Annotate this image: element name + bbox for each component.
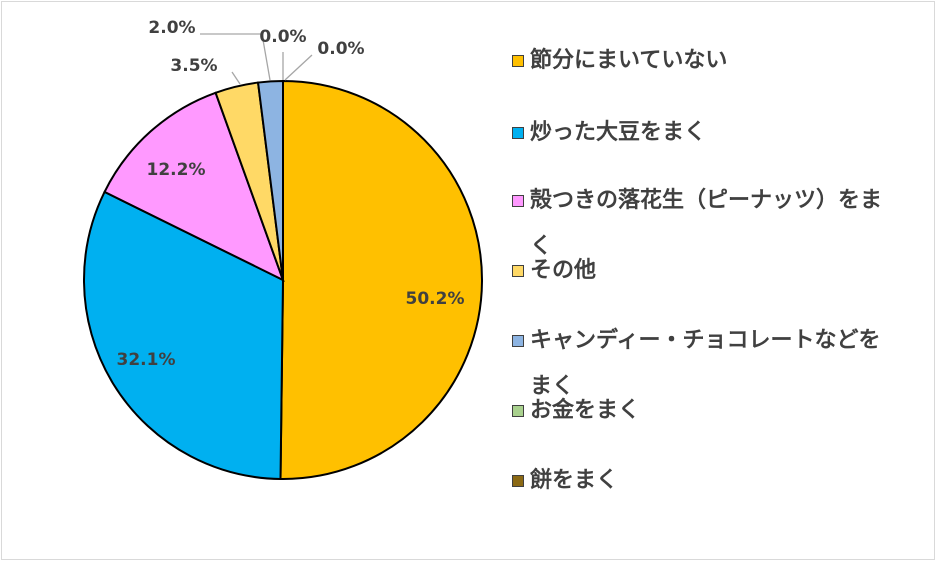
legend-label: 炒った大豆をまく: [530, 120, 707, 145]
leader-line: [284, 54, 313, 81]
legend-label: キャンディー・チョコレートなどをまく: [530, 328, 881, 399]
legend-label: その他: [530, 258, 597, 283]
legend-swatch: [512, 335, 524, 347]
legend-label: 殻つきの落花生（ピーナッツ）をまく: [530, 188, 883, 259]
legend-swatch: [512, 127, 524, 139]
data-label: 32.1%: [117, 350, 176, 370]
data-label: 50.2%: [406, 289, 465, 309]
legend-item-peanuts: 殻つきの落花生（ピーナッツ）をまく: [512, 178, 902, 270]
data-label: 0.0%: [317, 39, 364, 59]
data-label: 3.5%: [170, 56, 217, 76]
legend-label: 餅をまく: [530, 468, 619, 493]
legend-swatch: [512, 405, 524, 417]
legend-item-money: お金をまく: [512, 388, 902, 434]
pie-slice: [279, 79, 484, 480]
leader-line: [231, 71, 241, 85]
legend-label: お金をまく: [530, 398, 641, 423]
legend-swatch: [512, 55, 524, 67]
legend-item-other: その他: [512, 248, 902, 294]
legend-swatch: [512, 265, 524, 277]
legend-swatch: [512, 475, 524, 487]
data-label: 2.0%: [148, 18, 195, 38]
legend-label: 節分にまいていない: [530, 48, 728, 73]
legend-item-mochi: 餅をまく: [512, 458, 902, 504]
pie-slice: [256, 79, 284, 281]
pie-slice: [83, 190, 285, 480]
legend-item-candy-chocolate: キャンディー・チョコレートなどをまく: [512, 318, 902, 410]
data-label: 0.0%: [259, 27, 306, 47]
leader-line: [200, 33, 271, 81]
legend-item-roasted-soybeans: 炒った大豆をまく: [512, 110, 902, 156]
data-label: 12.2%: [147, 160, 206, 180]
pie-slice: [103, 91, 285, 282]
legend-swatch: [512, 195, 524, 207]
legend-item-no-throw: 節分にまいていない: [512, 38, 902, 84]
